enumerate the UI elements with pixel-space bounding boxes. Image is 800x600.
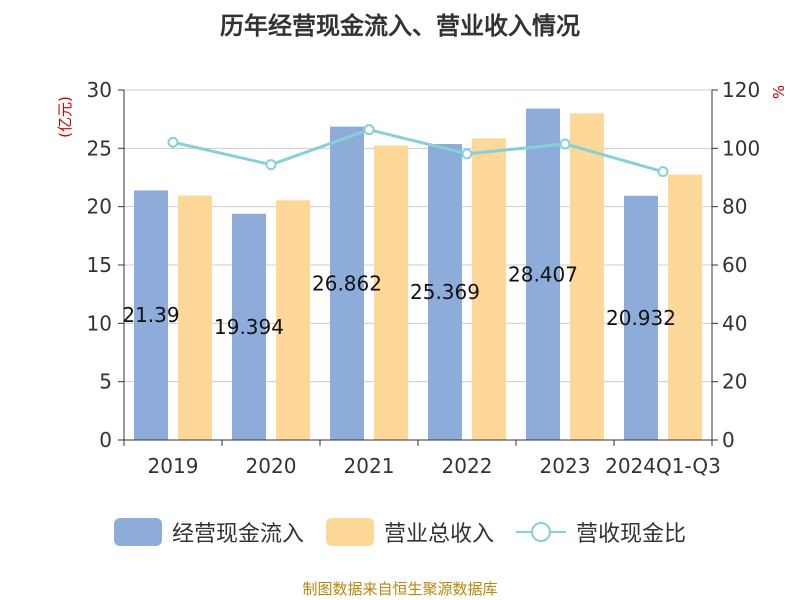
x-tick-label: 2019	[148, 454, 199, 478]
legend-label-ratio: 营收现金比	[576, 522, 687, 547]
legend: 经营现金流入 营业总收入 营收现金比	[0, 516, 800, 548]
y-left-tick-label: 20	[87, 195, 112, 219]
ratio-point	[559, 138, 571, 150]
y-left-tick-label: 25	[87, 136, 112, 160]
bar-data-label: 20.932	[606, 306, 676, 330]
x-tick-label: 2021	[344, 454, 395, 478]
legend-swatch-revenue	[325, 518, 374, 546]
legend-item-ratio[interactable]: 营收现金比	[516, 516, 686, 548]
y-right-tick-label: 0	[722, 428, 735, 452]
legend-label-revenue: 营业总收入	[383, 522, 494, 547]
bar	[276, 200, 310, 440]
bar	[428, 144, 462, 441]
bar	[472, 138, 506, 440]
source-note: 制图数据来自恒生聚源数据库	[302, 580, 498, 598]
bar	[134, 190, 168, 440]
x-tick-label: 2020	[246, 454, 297, 478]
bar-data-label: 19.394	[214, 315, 284, 339]
bar	[570, 113, 604, 440]
bar-data-label: 28.407	[508, 262, 578, 286]
data-labels: 21.39 19.394 26.862 25.369 28.407 20.932	[122, 262, 676, 339]
bar	[668, 174, 702, 441]
y-left-tick-label: 10	[87, 311, 112, 335]
y-right-unit-label: %	[770, 85, 788, 99]
legend-swatch-ratio	[516, 518, 566, 546]
y-right-tick-label: 80	[722, 195, 747, 219]
ratio-point	[167, 136, 179, 148]
chart-title: 历年经营现金流入、营业收入情况	[220, 12, 580, 40]
ratio-point	[657, 166, 669, 178]
ratio-line-path	[172, 128, 664, 174]
legend-item-cash-inflow[interactable]: 经营现金流入	[113, 516, 304, 548]
bar	[624, 195, 658, 440]
bar	[178, 195, 212, 440]
y-left-tick-label: 5	[99, 370, 112, 394]
ratio-point	[265, 159, 277, 171]
ratio-point	[363, 124, 375, 136]
axes: 0 5 10 15 20 25 30 0 20 40 60 80 100 120 2019 2020 2021 2…	[87, 78, 761, 478]
y-right-tick-label: 40	[722, 311, 747, 335]
y-left-tick-label: 15	[87, 253, 112, 277]
y-right-tick-label: 60	[722, 253, 747, 277]
bar	[330, 126, 364, 441]
bar-data-label: 26.862	[312, 271, 382, 295]
x-tick-label: 2022	[442, 454, 493, 478]
legend-label-cash-inflow: 经营现金流入	[171, 522, 304, 547]
legend-swatch-cash-inflow	[113, 518, 162, 546]
y-right-tick-label: 100	[722, 136, 760, 160]
y-right-tick-label: 20	[722, 370, 747, 394]
ratio-line	[167, 124, 669, 178]
y-right-tick-label: 120	[722, 78, 760, 102]
ratio-point	[461, 148, 473, 160]
bar-data-label: 21.39	[122, 303, 179, 327]
x-tick-label: 2023	[540, 454, 591, 478]
bar	[374, 145, 408, 440]
legend-item-revenue[interactable]: 营业总收入	[325, 516, 494, 548]
y-left-tick-label: 0	[99, 428, 112, 452]
x-tick-label: 2024Q1-Q3	[605, 454, 721, 478]
y-left-tick-label: 30	[87, 78, 112, 102]
bar-data-label: 25.369	[410, 280, 480, 304]
bar	[232, 213, 266, 440]
bars	[134, 108, 702, 441]
bar	[526, 108, 560, 441]
y-left-unit-label: (亿元)	[56, 96, 74, 138]
